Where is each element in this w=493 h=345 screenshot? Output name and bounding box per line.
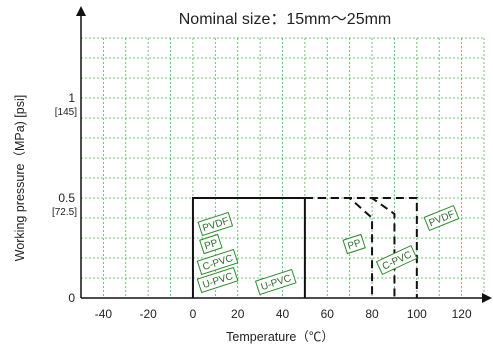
x-tick-label: 0	[190, 307, 197, 321]
y-axis-label: Working pressure（MPa) [psi]	[13, 95, 27, 262]
material-tag: PP	[342, 233, 366, 255]
material-tag-box	[254, 268, 297, 296]
material-tag-box	[196, 248, 239, 276]
x-tick-label: 60	[321, 307, 335, 321]
y-tick-label: 0	[68, 291, 75, 305]
x-axis-label: Temperature（℃）	[226, 330, 334, 344]
x-tick-label: -40	[95, 307, 113, 321]
material-tag: U-PVC	[254, 268, 297, 296]
material-tag: PVDF	[423, 204, 460, 232]
x-tick-label: -20	[139, 307, 157, 321]
series-pvdf-line	[304, 197, 418, 298]
material-tag-box	[199, 233, 223, 255]
grid	[80, 37, 485, 299]
material-tag-box	[342, 233, 366, 255]
material-tag-label: PP	[203, 238, 219, 253]
x-tick-label: 120	[452, 307, 472, 321]
series-pp-line	[304, 197, 374, 298]
y-tick-sublabel: [145]	[55, 107, 77, 118]
axes	[76, 6, 492, 303]
material-tag-box	[196, 266, 239, 294]
y-tick-label: 0.5	[58, 191, 75, 205]
chart-title: Nominal size：15mm～25mm	[179, 11, 392, 28]
material-tag: PP	[199, 233, 223, 255]
x-tick-label: 80	[365, 307, 379, 321]
y-tick-sublabel: [72.5]	[52, 207, 77, 218]
x-tick-label: 100	[407, 307, 427, 321]
material-tag-label: PP	[346, 238, 362, 253]
x-tick-label: 20	[231, 307, 245, 321]
y-tick-label: 1	[68, 91, 75, 105]
x-tick-label: 40	[276, 307, 290, 321]
tick-labels: -40 -20 0 20 40 60 80 100 120 0 0.5 [72.5] 1 [145]	[52, 91, 472, 321]
material-tag-box	[197, 211, 234, 237]
series-u-pvc-line	[191, 197, 306, 298]
material-tag-box	[423, 204, 460, 232]
material-tag: C-PVC	[375, 244, 418, 276]
material-tag-box	[375, 244, 418, 276]
